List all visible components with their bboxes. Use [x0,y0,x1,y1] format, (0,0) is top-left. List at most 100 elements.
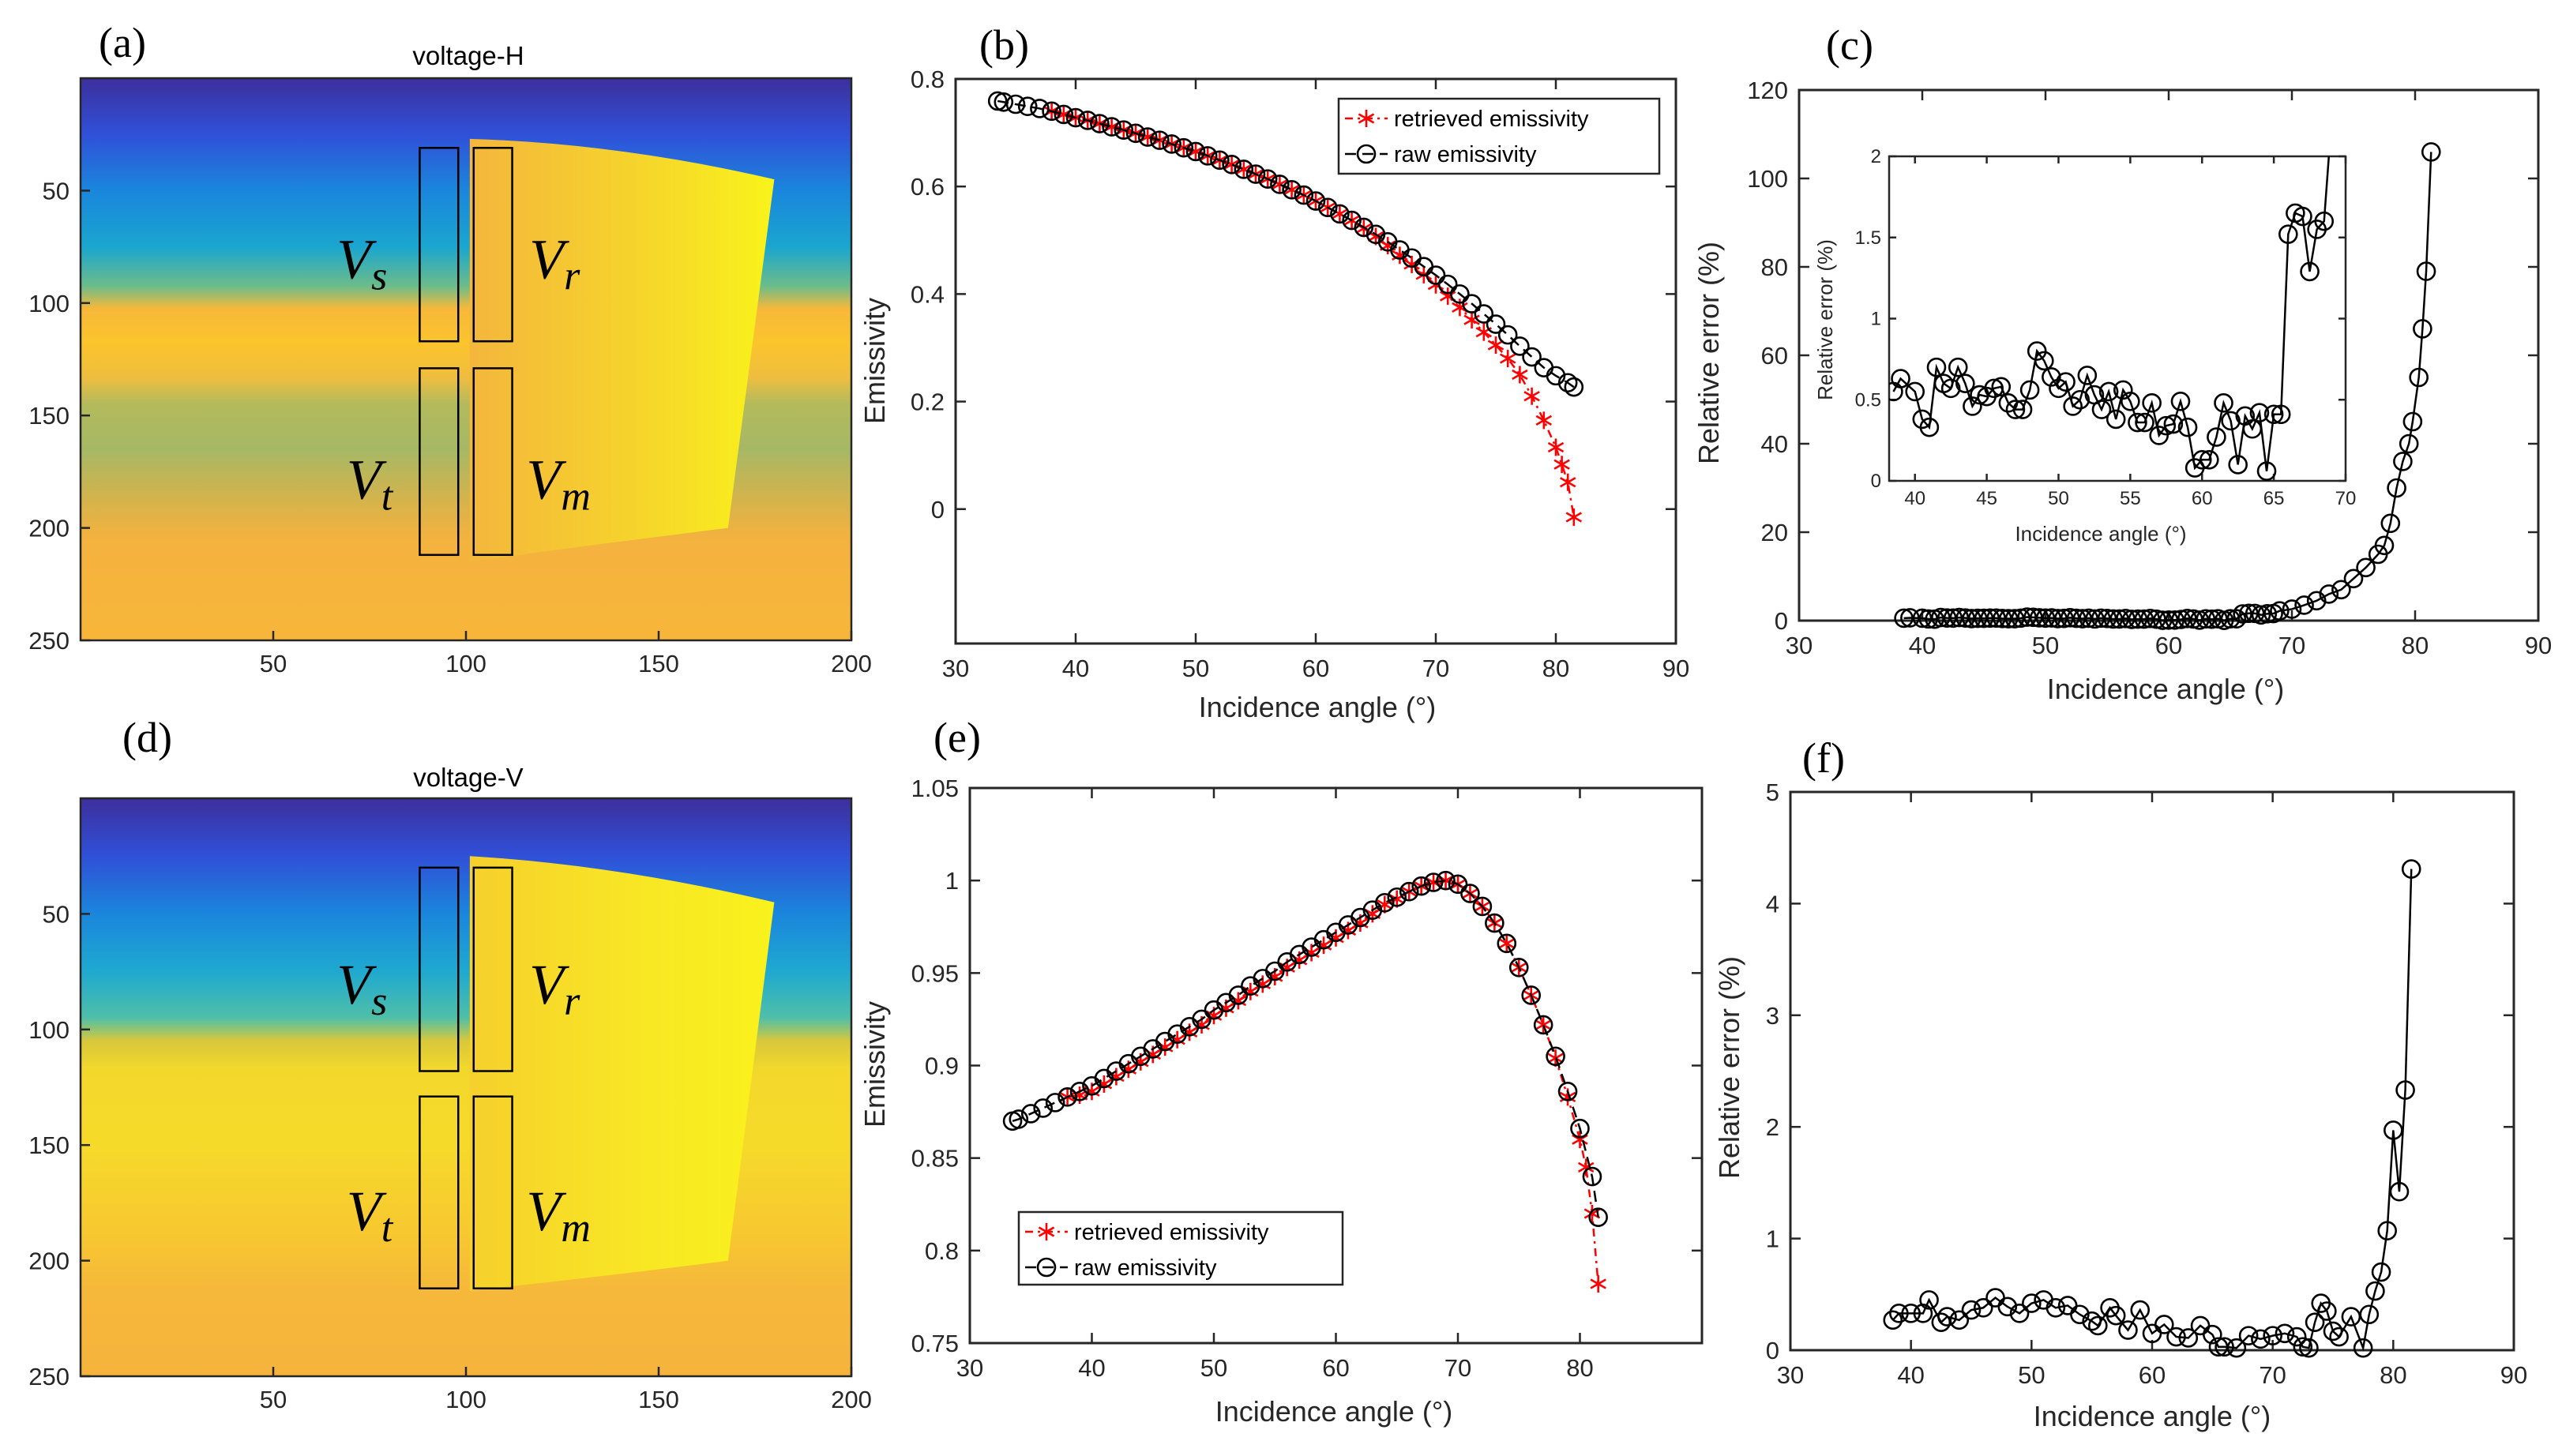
data-point-circle [1437,274,1458,295]
data-point-circle [1955,373,1975,394]
data-point-circle [1102,117,1121,137]
data-point-circle [2203,1324,2222,1345]
panel-label: (c) [1826,21,1873,69]
x-tick-label: 30 [1786,632,1813,659]
x-tick-label: 80 [2380,1361,2406,1389]
y-tick-label: 0 [931,496,945,523]
star-stroke [1358,113,1375,124]
region-box-Vs [419,147,460,343]
data-point-circle [2214,393,2233,413]
x-tick-label: 60 [2139,1361,2166,1389]
legend-box [1017,1210,1344,1286]
star-stroke [1267,971,1283,982]
data-point-circle [2034,351,2054,371]
data-point-circle [1426,265,1446,285]
y-tick-label: 20 [1761,519,1788,546]
region-label-main: V [347,448,387,512]
data-point-circle [2300,261,2320,282]
x-tick-label: 55 [2120,488,2141,509]
x-axis-label: Incidence angle (°) [2047,673,2285,705]
data-point-circle [2109,609,2129,629]
x-tick-label: 100 [445,650,486,677]
data-point-circle [1305,191,1326,211]
legend-label: raw emissivity [1074,1255,1217,1281]
y-tick-label: 0 [1871,471,1881,492]
data-point-circle [2049,378,2068,399]
data-point-circle [1460,884,1480,903]
region-label-sub: s [371,254,387,299]
data-point-circle [2305,1312,2325,1332]
star-stroke [1367,231,1384,242]
data-point-circle [2257,604,2278,624]
data-point-circle [1510,336,1530,356]
data-point-circle [1993,609,2012,629]
legend: retrieved emissivity raw emissivity [1017,1210,1344,1286]
data-point-star [1499,350,1516,368]
data-point-circle [2085,609,2105,629]
data-point-star [1512,366,1528,384]
legend-label: retrieved emissivity [1074,1220,1269,1245]
region-label-sub: t [381,475,394,520]
data-point-circle [1485,913,1505,933]
data-point-circle [1450,284,1470,304]
data-point-circle [1150,130,1170,150]
data-point-circle [2196,609,2216,629]
data-point-circle [2098,381,2119,402]
y-tick-label: 0.85 [911,1145,959,1173]
data-point-circle [2130,1300,2151,1320]
data-point-circle [1900,608,1920,628]
region-box-Vm [472,1095,513,1289]
data-point-star [1463,311,1480,329]
region-label-Vs: Vs [336,953,387,1024]
x-tick-label: 50 [2032,632,2059,659]
x-tick-label: 80 [1542,655,1569,682]
data-point-circle [2380,513,2401,534]
y-tick-label: 0.5 [1855,389,1881,411]
data-point-circle [2012,400,2033,419]
data-point-star [1535,1015,1552,1034]
data-point-circle [1949,607,1970,628]
data-point-circle [2082,1311,2102,1331]
data-point-star [1038,1223,1055,1240]
data-point-circle [2353,1338,2373,1358]
x-tick-label: 70 [2259,1361,2286,1389]
data-point-circle [1210,150,1230,171]
region-box-Vs [419,866,460,1072]
star-stroke [1578,1161,1595,1173]
star-stroke [1559,1091,1576,1102]
y-tick-label: 0.6 [911,173,945,201]
data-point-circle [2317,1301,2337,1321]
data-point-circle [2371,1262,2391,1282]
data-point-circle [1045,1093,1065,1113]
star-stroke [1547,441,1565,453]
data-point-circle [2275,1323,2295,1344]
data-point-circle [1961,1300,1982,1320]
y-tick-label: 120 [1747,77,1788,104]
region-label-sub: m [561,475,591,520]
star-stroke [1038,1226,1055,1237]
region-label-sub: m [561,1206,591,1251]
legend-box [1337,97,1661,175]
x-tick-label: 30 [1777,1361,1804,1389]
data-point-circle [994,92,1014,112]
data-point-circle [1399,881,1419,902]
x-axis-label: Incidence angle (°) [2034,1400,2271,1432]
data-point-star [1565,508,1583,526]
x-tick-label: 30 [942,655,969,682]
region-label-Vm: Vm [526,1180,591,1251]
x-tick-label: 50 [2048,488,2069,509]
data-point-circle [2147,609,2166,629]
panel-label: (e) [934,714,981,761]
x-tick-label: 60 [2192,488,2213,509]
data-point-circle [2004,609,2025,629]
star-stroke [1439,291,1456,302]
data-point-circle [1257,169,1278,189]
y-tick-label: 2 [1871,146,1881,167]
data-point-circle [1069,1082,1090,1101]
x-tick-label: 65 [2263,488,2285,509]
data-point-circle [2233,604,2252,624]
x-tick-label: 100 [445,1386,486,1413]
y-tick-label: 0 [1766,1337,1779,1364]
data-point-circle [2374,535,2395,556]
